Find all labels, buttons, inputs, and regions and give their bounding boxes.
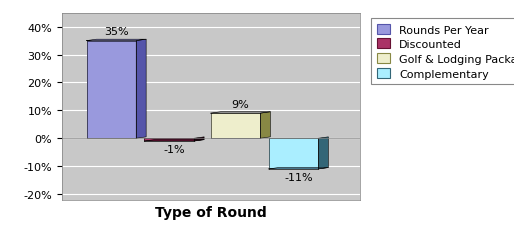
Polygon shape xyxy=(318,137,328,169)
Polygon shape xyxy=(211,112,270,114)
Polygon shape xyxy=(261,112,270,139)
Text: -11%: -11% xyxy=(284,173,313,183)
Text: 9%: 9% xyxy=(232,99,249,109)
X-axis label: Type of Round: Type of Round xyxy=(155,205,267,219)
Polygon shape xyxy=(144,140,204,141)
Text: 35%: 35% xyxy=(104,27,128,37)
Polygon shape xyxy=(194,137,204,141)
Polygon shape xyxy=(86,40,146,41)
Legend: Rounds Per Year, Discounted, Golf & Lodging Package, Complementary: Rounds Per Year, Discounted, Golf & Lodg… xyxy=(371,19,514,85)
Polygon shape xyxy=(136,40,146,139)
Text: -1%: -1% xyxy=(163,145,185,155)
Polygon shape xyxy=(269,168,328,169)
